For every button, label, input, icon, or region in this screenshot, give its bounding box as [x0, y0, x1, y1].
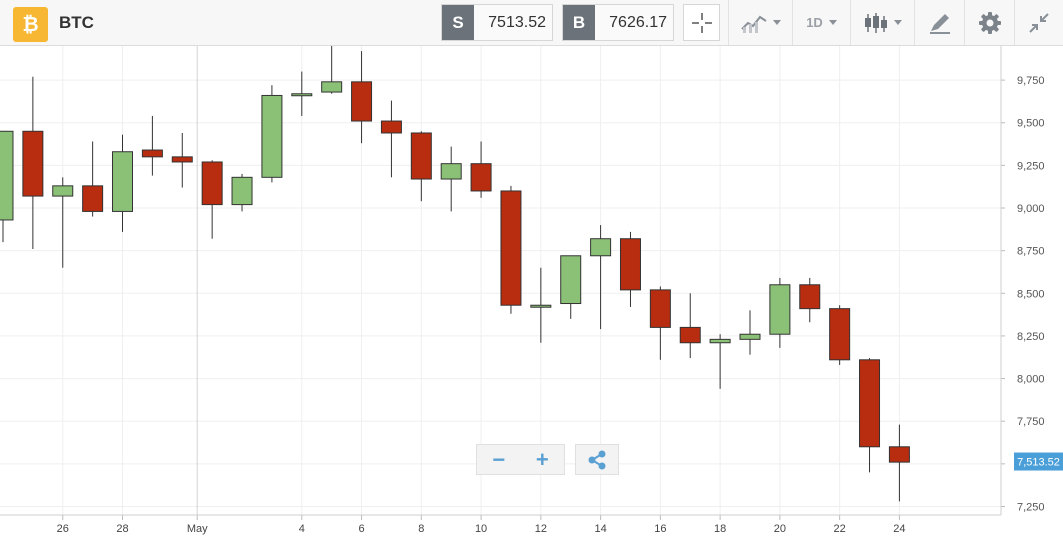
y-tick-label: 9,000: [1017, 203, 1045, 215]
bitcoin-icon: ₿: [13, 7, 48, 42]
candle-up: [769, 284, 791, 335]
candle-up: [530, 304, 552, 308]
timeframe-label: 1D: [806, 15, 823, 30]
x-tick-label: 22: [834, 523, 846, 535]
candle-up: [0, 130, 14, 221]
candle-down: [22, 130, 44, 197]
y-tick-label: 9,500: [1017, 118, 1045, 130]
candle-up: [52, 185, 74, 197]
current-price-label: 7,513.52: [1017, 457, 1060, 469]
share-button[interactable]: [575, 444, 619, 475]
candle-up: [231, 176, 253, 206]
chevron-down-icon: [828, 20, 837, 25]
x-tick-label: 28: [116, 523, 128, 535]
y-tick-label: 9,250: [1017, 160, 1045, 172]
candle-down: [201, 161, 223, 206]
x-tick-label: 14: [594, 523, 606, 535]
y-tick-label: 8,250: [1017, 331, 1045, 343]
candle-up: [112, 151, 134, 212]
zoom-out-button[interactable]: −: [492, 446, 506, 472]
gear-icon: [978, 11, 1001, 34]
candle-up: [560, 255, 582, 305]
x-tick-label: 20: [774, 523, 786, 535]
crosshair-button[interactable]: [683, 4, 720, 41]
collapse-icon: [1029, 12, 1049, 33]
candle-down: [141, 149, 163, 158]
x-tick-label: 10: [475, 523, 487, 535]
chevron-down-icon: [772, 20, 781, 25]
candle-down: [619, 238, 641, 291]
draw-icon: [929, 13, 950, 34]
zoom-controls: − +: [476, 444, 565, 475]
candle-down: [351, 81, 373, 122]
crosshair-icon: [691, 12, 712, 33]
top-toolbar: ₿ BTC S 7513.52 B 7626.17 1D: [0, 0, 1063, 46]
buy-price: 7626.17: [609, 13, 667, 31]
share-icon: [588, 450, 606, 469]
y-tick-label: 8,750: [1017, 246, 1045, 258]
chart-type-button[interactable]: [728, 0, 792, 45]
draw-button[interactable]: [914, 0, 964, 45]
candle-down: [799, 284, 821, 310]
candle-down: [82, 185, 104, 212]
candle-style-button[interactable]: [850, 0, 914, 45]
sell-price-button[interactable]: S 7513.52: [441, 4, 553, 41]
candle-up: [709, 338, 731, 344]
x-tick-label: 24: [893, 523, 905, 535]
candle-down: [500, 190, 522, 306]
date-axis: 42628May4681012141618202224: [0, 514, 1001, 535]
zoom-in-button[interactable]: +: [535, 446, 549, 472]
x-tick-label: 18: [714, 523, 726, 535]
settings-button[interactable]: [964, 0, 1014, 45]
timeframe-dropdown[interactable]: 1D: [792, 0, 850, 45]
candle-down: [171, 156, 193, 163]
y-tick-label: 9,750: [1017, 75, 1045, 87]
x-tick-label: 4: [299, 523, 305, 535]
line-chart-icon: [740, 15, 767, 33]
y-tick-label: 8,000: [1017, 374, 1045, 386]
candle-down: [649, 289, 671, 328]
candlestick-chart[interactable]: 7,2507,5007,7508,0008,2508,5008,7509,000…: [0, 46, 1063, 541]
current-price-marker: 7,513.52: [1014, 452, 1063, 471]
x-tick-label: 12: [535, 523, 547, 535]
candle-up: [590, 238, 612, 257]
candle-up: [321, 81, 343, 93]
current-price-tag: [1014, 452, 1063, 471]
x-tick-label: May: [187, 523, 208, 535]
candle-down: [829, 308, 851, 361]
buy-tag: B: [563, 5, 595, 40]
candlestick-icon: [864, 12, 887, 33]
candle-down: [470, 163, 492, 192]
x-tick-label: 26: [57, 523, 69, 535]
candle-down: [410, 132, 432, 180]
candle-up: [440, 163, 462, 180]
x-tick-label: 8: [418, 523, 424, 535]
x-tick-label: 16: [654, 523, 666, 535]
candle-down: [859, 359, 881, 448]
y-tick-label: 7,250: [1017, 501, 1045, 513]
candle-up: [739, 333, 761, 340]
y-tick-label: 7,750: [1017, 416, 1045, 428]
buy-price-button[interactable]: B 7626.17: [562, 4, 674, 41]
candle-up: [291, 93, 313, 97]
y-tick-label: 8,500: [1017, 288, 1045, 300]
collapse-button[interactable]: [1014, 0, 1063, 45]
candle-down: [888, 446, 910, 463]
sell-price: 7513.52: [488, 13, 546, 31]
price-axis: 7,2507,5007,7508,0008,2508,5008,7509,000…: [1000, 46, 1045, 515]
x-tick-label: 6: [358, 523, 364, 535]
candle-down: [679, 326, 701, 344]
instrument-symbol: BTC: [59, 13, 94, 32]
candle-up: [261, 94, 283, 178]
sell-tag: S: [442, 5, 474, 40]
candles: [0, 46, 910, 502]
candle-down: [380, 120, 402, 134]
chevron-down-icon: [893, 20, 902, 25]
